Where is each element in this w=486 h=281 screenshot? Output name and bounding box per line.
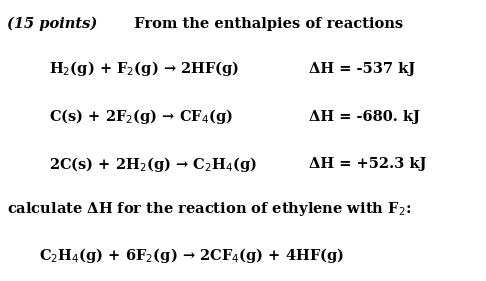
Text: From the enthalpies of reactions: From the enthalpies of reactions (124, 17, 403, 31)
Text: (15 points): (15 points) (7, 17, 98, 31)
Text: ΔH = -680. kJ: ΔH = -680. kJ (309, 110, 419, 124)
Text: ΔH = +52.3 kJ: ΔH = +52.3 kJ (309, 157, 426, 171)
Text: C(s) + 2F$_2$(g) → CF$_4$(g): C(s) + 2F$_2$(g) → CF$_4$(g) (49, 107, 233, 126)
Text: ΔH = -537 kJ: ΔH = -537 kJ (309, 62, 415, 76)
Text: calculate ΔH for the reaction of ethylene with F$_2$:: calculate ΔH for the reaction of ethylen… (7, 200, 412, 218)
Text: H$_2$(g) + F$_2$(g) → 2HF(g): H$_2$(g) + F$_2$(g) → 2HF(g) (49, 59, 239, 78)
Text: C$_2$H$_4$(g) + 6F$_2$(g) → 2CF$_4$(g) + 4HF(g): C$_2$H$_4$(g) + 6F$_2$(g) → 2CF$_4$(g) +… (39, 246, 344, 265)
Text: 2C(s) + 2H$_2$(g) → C$_2$H$_4$(g): 2C(s) + 2H$_2$(g) → C$_2$H$_4$(g) (49, 155, 257, 174)
